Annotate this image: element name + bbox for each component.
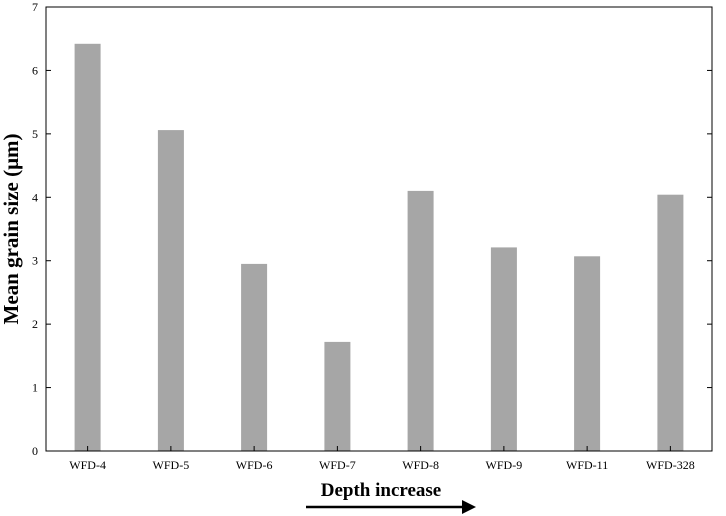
y-tick-label: 6 [32, 63, 38, 77]
bar-wfd-328 [657, 194, 684, 451]
y-tick-label: 0 [32, 444, 38, 458]
x-tick-label: WFD-9 [486, 458, 523, 472]
y-tick-label: 1 [32, 381, 38, 395]
x-tick-label: WFD-11 [566, 458, 608, 472]
bar-wfd-7 [324, 341, 351, 451]
plot-frame [45, 6, 713, 452]
bars-group [74, 43, 684, 452]
y-axis-label: Mean grain size (μm) [0, 134, 23, 325]
bar-wfd-11 [574, 256, 601, 451]
x-tick-label: WFD-6 [236, 458, 273, 472]
x-tick-label: WFD-7 [319, 458, 356, 472]
y-axis: 0 1 2 3 4 5 6 7 [32, 0, 712, 458]
x-axis-label: Depth increase [321, 480, 442, 501]
y-tick-label: 5 [32, 127, 38, 141]
y-tick-label: 4 [32, 190, 38, 204]
bar-wfd-8 [407, 190, 434, 451]
bar-wfd-4 [74, 43, 101, 452]
y-tick-label: 2 [32, 317, 38, 331]
depth-arrow [306, 500, 476, 514]
x-tick-label: WFD-328 [646, 458, 695, 472]
x-tick-label: WFD-5 [153, 458, 190, 472]
x-tick-label: WFD-8 [402, 458, 439, 472]
x-axis: WFD-4 WFD-5 WFD-6 WFD-7 WFD-8 WFD-9 WFD-11 WFD-… [69, 446, 695, 472]
bar-wfd-9 [490, 247, 517, 451]
bar-wfd-5 [157, 130, 184, 451]
x-tick-label: WFD-4 [69, 458, 106, 472]
y-tick-label: 3 [32, 254, 38, 268]
y-tick-label: 7 [32, 0, 38, 14]
arrow-head-icon [462, 500, 476, 514]
bar-wfd-6 [241, 263, 268, 451]
